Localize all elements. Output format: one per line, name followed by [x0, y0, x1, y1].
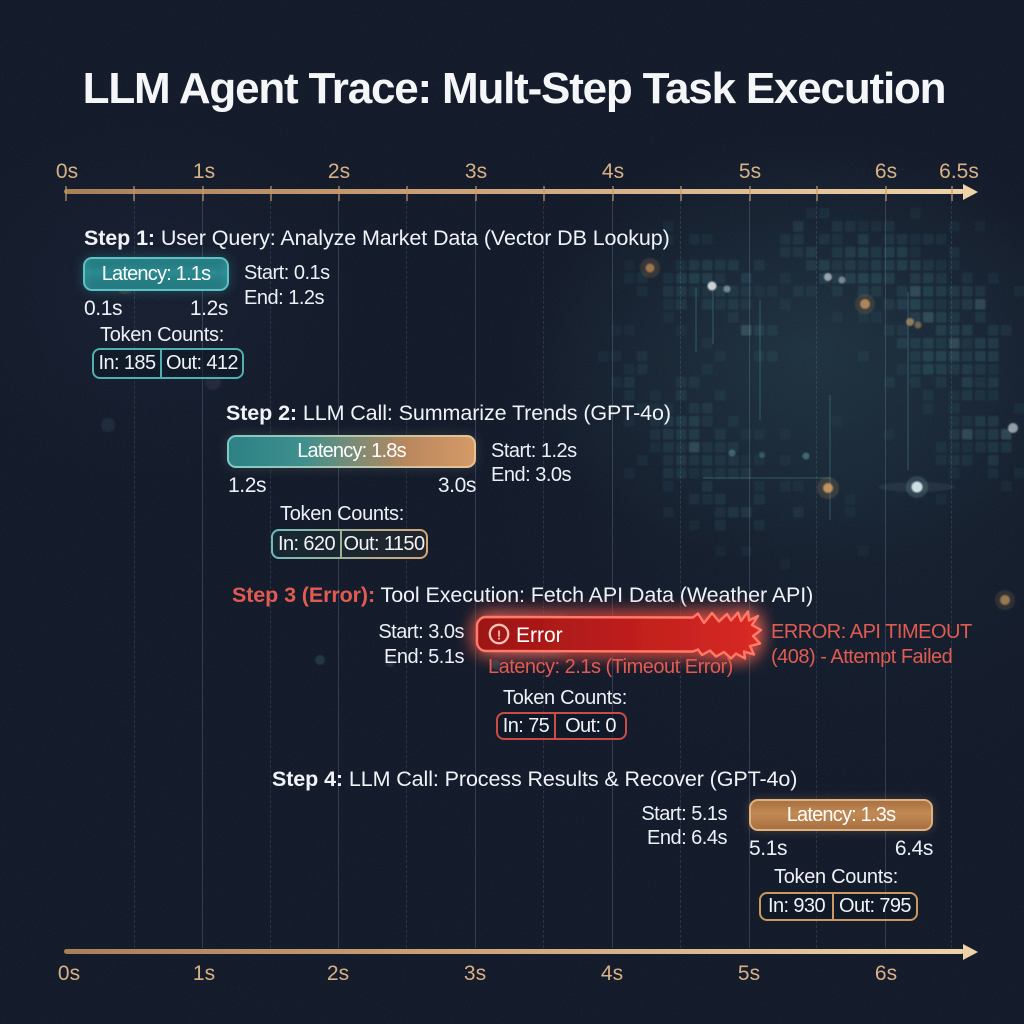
- svg-text:!: !: [497, 628, 501, 643]
- svg-text:Error: Error: [516, 624, 563, 647]
